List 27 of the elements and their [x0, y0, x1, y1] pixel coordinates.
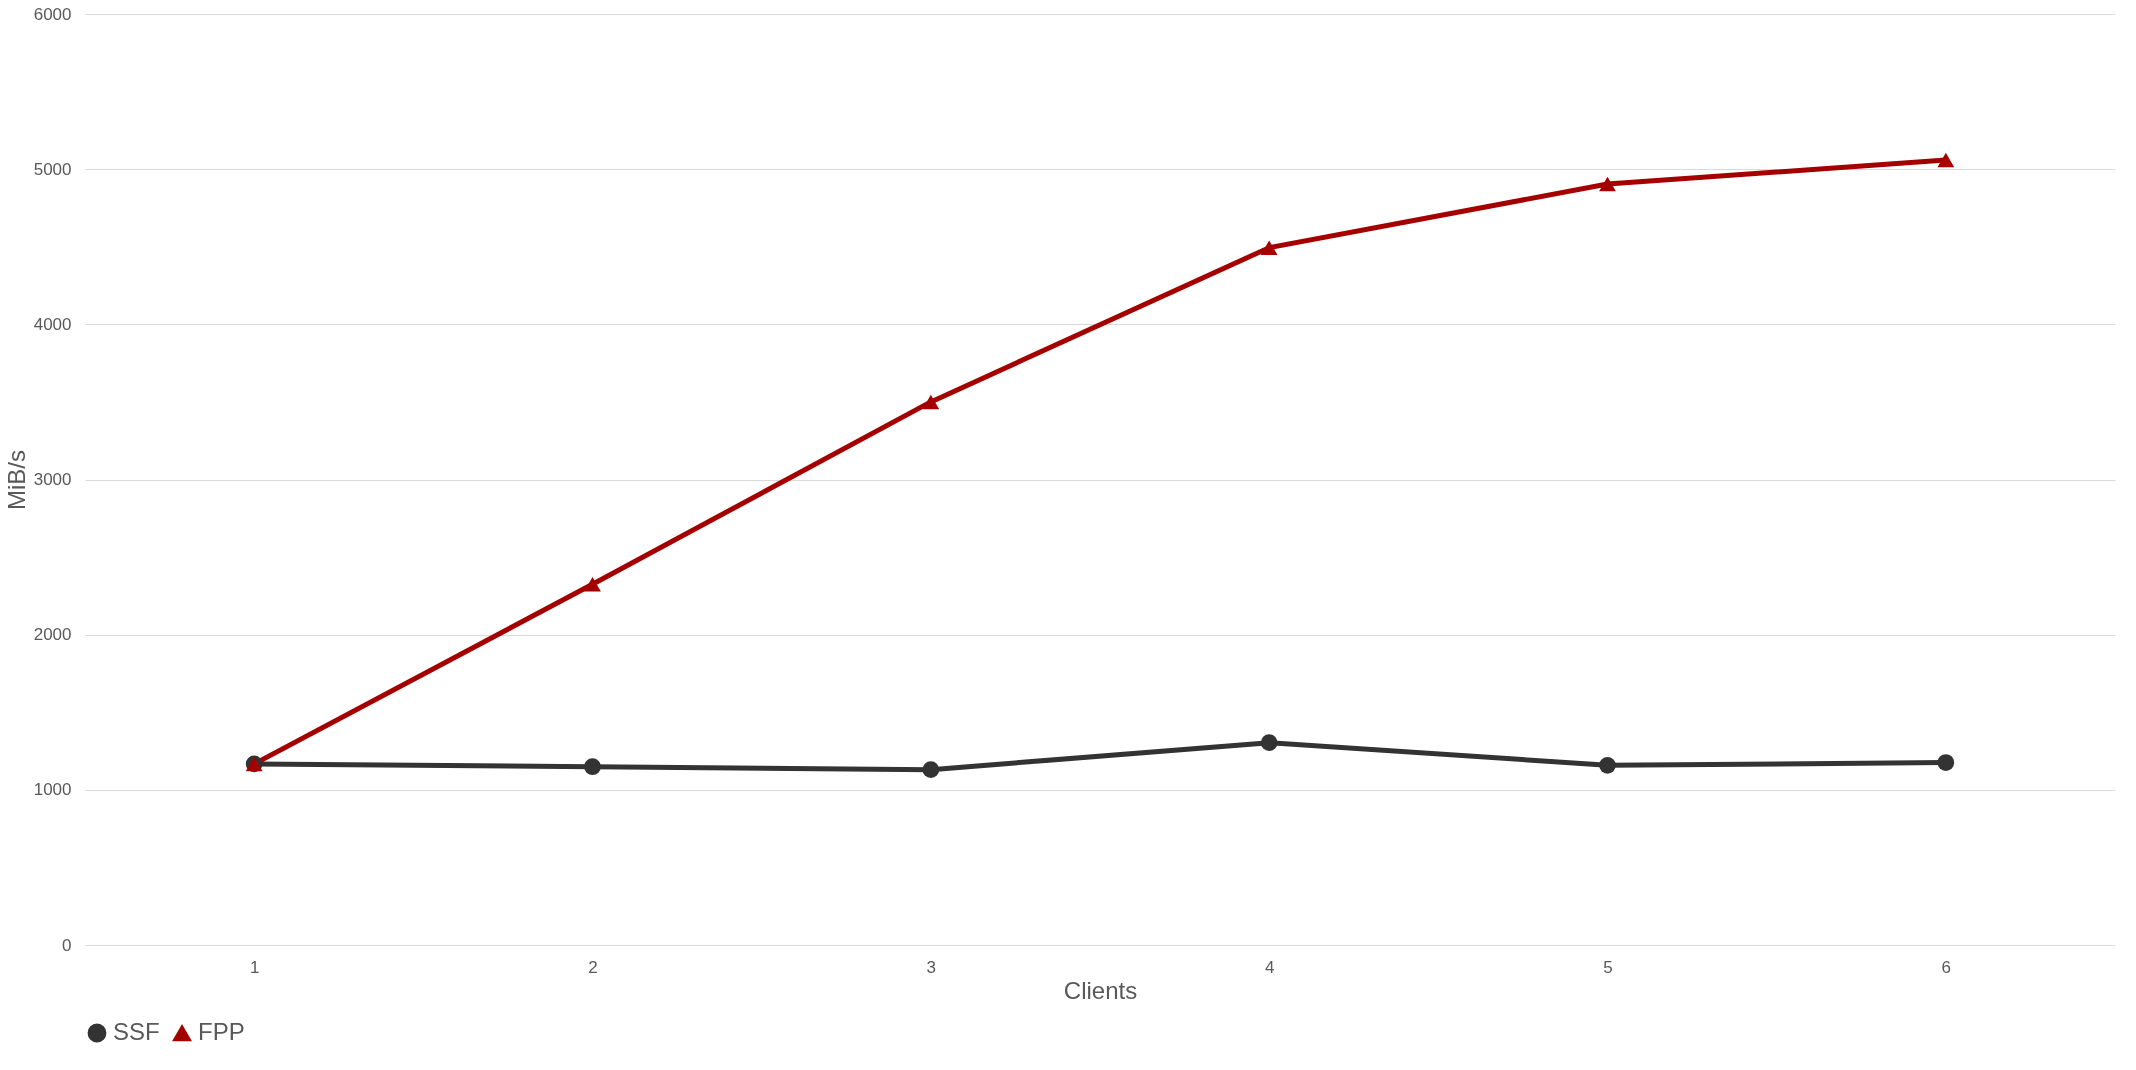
point — [584, 758, 601, 776]
x-tick-label: 3 — [926, 957, 937, 977]
point — [1599, 756, 1616, 774]
y-axis-title: MiB/s — [2, 450, 30, 510]
point — [1937, 754, 1955, 771]
point — [1260, 240, 1278, 255]
y-tick-label: 3000 — [33, 470, 72, 489]
point — [1599, 176, 1616, 192]
legend-label: FPP — [198, 1018, 245, 1045]
y-tick-label: 0 — [62, 935, 72, 955]
x-tick-label: 4 — [1264, 957, 1275, 977]
point — [1260, 734, 1278, 752]
x-tick-label: 6 — [1941, 957, 1952, 977]
y-tick-label: 2000 — [33, 625, 72, 645]
y-tick-label: 5000 — [33, 159, 72, 179]
point — [922, 394, 940, 410]
point — [584, 576, 601, 592]
point — [922, 761, 940, 779]
y-tick-label: 6000 — [33, 4, 72, 24]
x-tick-label: 5 — [1603, 957, 1613, 977]
x-tick-label: 1 — [249, 957, 260, 977]
x-tick-label: 2 — [588, 957, 598, 977]
x-axis-title: Clients — [1063, 976, 1138, 1004]
point — [1937, 152, 1955, 168]
y-tick-label: 1000 — [33, 780, 72, 800]
y-tick-label: 4000 — [33, 314, 72, 334]
legend-label: SSF — [113, 1018, 160, 1045]
